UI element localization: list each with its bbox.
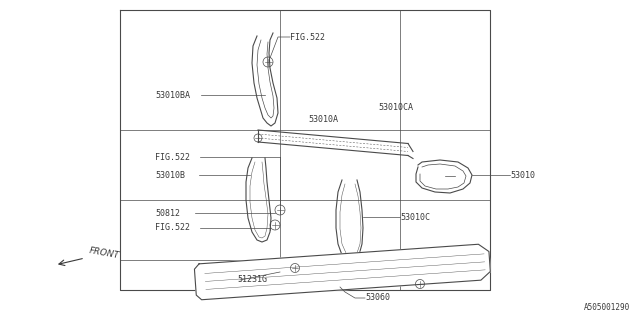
Text: 50812: 50812	[155, 209, 180, 218]
Text: 53010: 53010	[510, 171, 535, 180]
Text: FRONT: FRONT	[88, 246, 120, 260]
Polygon shape	[195, 244, 490, 300]
Text: 53010C: 53010C	[400, 212, 430, 221]
Text: 53010BA: 53010BA	[155, 91, 190, 100]
Text: 53010CA: 53010CA	[378, 103, 413, 113]
Text: A505001290: A505001290	[584, 303, 630, 312]
Text: 53060: 53060	[365, 293, 390, 302]
Text: FIG.522: FIG.522	[155, 223, 190, 233]
Text: 51231G: 51231G	[237, 276, 267, 284]
Text: 53010A: 53010A	[308, 116, 338, 124]
Text: 53010B: 53010B	[155, 171, 185, 180]
Text: FIG.522: FIG.522	[155, 153, 190, 162]
Text: FIG.522: FIG.522	[290, 33, 325, 42]
